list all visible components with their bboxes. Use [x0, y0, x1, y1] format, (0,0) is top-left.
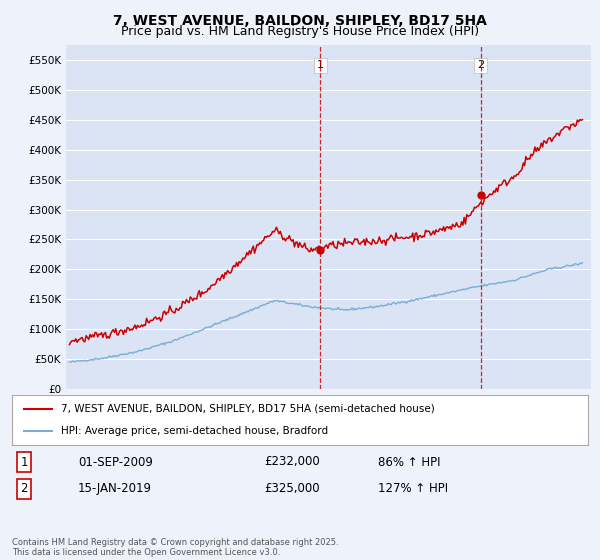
Text: 7, WEST AVENUE, BAILDON, SHIPLEY, BD17 5HA: 7, WEST AVENUE, BAILDON, SHIPLEY, BD17 5…: [113, 14, 487, 28]
Text: 7, WEST AVENUE, BAILDON, SHIPLEY, BD17 5HA (semi-detached house): 7, WEST AVENUE, BAILDON, SHIPLEY, BD17 5…: [61, 404, 435, 414]
Text: 01-SEP-2009: 01-SEP-2009: [78, 455, 153, 469]
Text: Price paid vs. HM Land Registry's House Price Index (HPI): Price paid vs. HM Land Registry's House …: [121, 25, 479, 38]
Text: 127% ↑ HPI: 127% ↑ HPI: [378, 482, 448, 496]
Text: 2: 2: [20, 482, 28, 496]
Text: 1: 1: [317, 60, 324, 71]
Text: 1: 1: [20, 455, 28, 469]
Text: HPI: Average price, semi-detached house, Bradford: HPI: Average price, semi-detached house,…: [61, 426, 328, 436]
Text: 86% ↑ HPI: 86% ↑ HPI: [378, 455, 440, 469]
Text: £232,000: £232,000: [264, 455, 320, 469]
Text: Contains HM Land Registry data © Crown copyright and database right 2025.
This d: Contains HM Land Registry data © Crown c…: [12, 538, 338, 557]
Text: £325,000: £325,000: [264, 482, 320, 496]
Text: 15-JAN-2019: 15-JAN-2019: [78, 482, 152, 496]
Text: 2: 2: [477, 60, 484, 71]
